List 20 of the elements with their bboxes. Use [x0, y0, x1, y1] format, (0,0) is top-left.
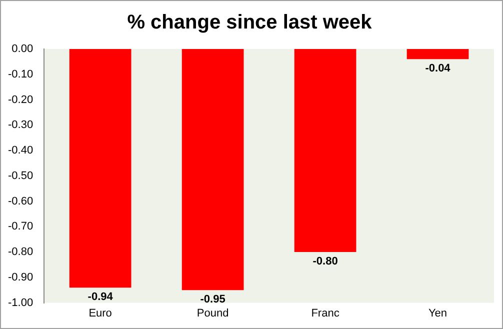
y-tick-label: -0.90	[8, 271, 34, 284]
y-tick-label: -0.40	[8, 144, 34, 157]
y-tick-label: -0.70	[8, 220, 34, 233]
x-tick-label: Pound	[196, 307, 229, 320]
y-tick-label: -0.60	[8, 195, 34, 208]
data-label: -0.95	[200, 294, 226, 306]
x-tick-label: Euro	[88, 307, 112, 320]
chart-title: % change since last week	[127, 12, 373, 34]
y-tick-label: -0.20	[8, 94, 34, 106]
y-tick-label: -0.10	[8, 68, 34, 80]
y-tick-label: -1.00	[8, 296, 34, 309]
data-label: -0.94	[88, 291, 114, 304]
data-label: -0.04	[425, 62, 452, 75]
x-tick-label: Franc	[311, 307, 340, 320]
x-tick-label: Yen	[428, 307, 448, 320]
y-tick-label: -0.30	[8, 119, 34, 132]
y-tick-label: -0.50	[8, 170, 34, 182]
data-label: -0.80	[312, 256, 338, 268]
y-tick-label: -0.80	[8, 246, 34, 258]
y-tick-label: 0.00	[12, 43, 34, 56]
